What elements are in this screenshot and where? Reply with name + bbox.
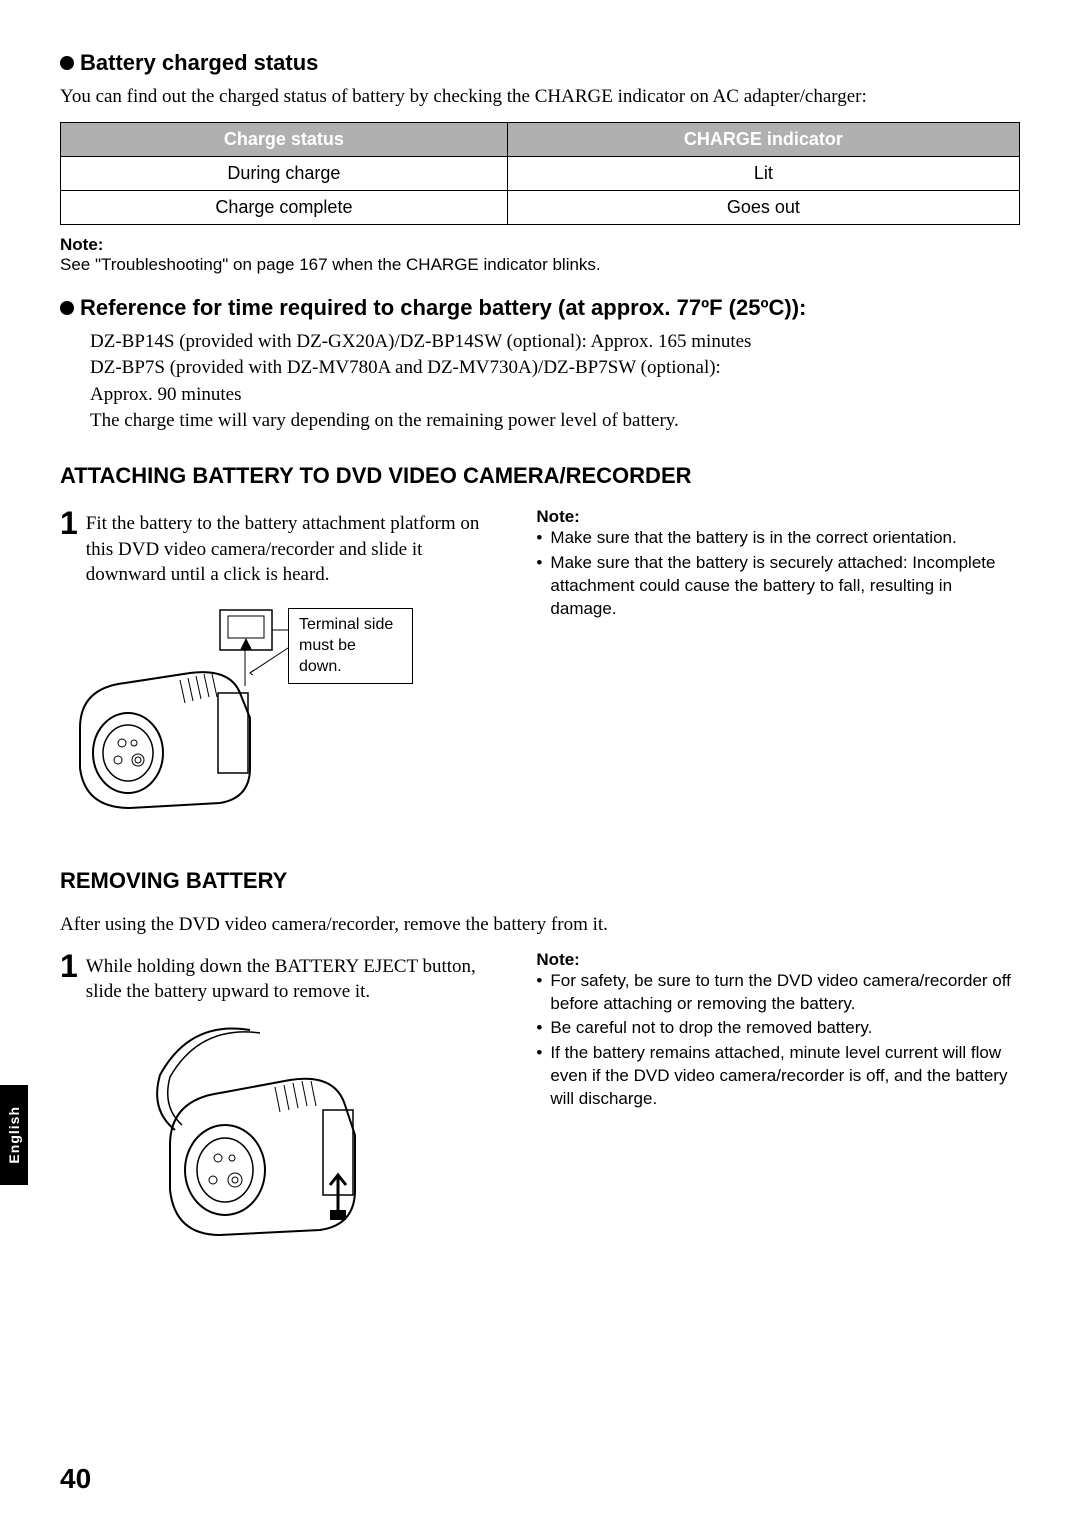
removing-section: REMOVING BATTERY After using the DVD vid… bbox=[60, 868, 1020, 1245]
step-block: 1 Fit the battery to the battery attachm… bbox=[60, 507, 506, 588]
language-tab: English bbox=[0, 1085, 28, 1185]
camera-remove-svg bbox=[130, 1015, 430, 1245]
heading-text: Battery charged status bbox=[80, 50, 318, 76]
attach-right-column: Note: Make sure that the battery is in t… bbox=[536, 507, 1020, 818]
ref-line: The charge time will vary depending on t… bbox=[90, 408, 1020, 435]
language-label: English bbox=[6, 1106, 22, 1164]
bullet-icon bbox=[60, 301, 74, 315]
remove-left-column: 1 While holding down the BATTERY EJECT b… bbox=[60, 950, 506, 1245]
table-row: Charge complete Goes out bbox=[61, 190, 1020, 224]
step-text: While holding down the BATTERY EJECT but… bbox=[86, 950, 507, 1005]
removing-heading: REMOVING BATTERY bbox=[60, 868, 1020, 894]
remove-note-list: For safety, be sure to turn the DVD vide… bbox=[536, 970, 1020, 1112]
step-number: 1 bbox=[60, 950, 78, 982]
table-cell: During charge bbox=[61, 156, 508, 190]
note-text: See "Troubleshooting" on page 167 when t… bbox=[60, 255, 601, 274]
list-item: For safety, be sure to turn the DVD vide… bbox=[536, 970, 1020, 1016]
table-header-cell: CHARGE indicator bbox=[507, 122, 1019, 156]
ref-line: Approx. 90 minutes bbox=[90, 382, 1020, 409]
table-row: During charge Lit bbox=[61, 156, 1020, 190]
step-text: Fit the battery to the battery attachmen… bbox=[86, 507, 507, 588]
callout-terminal: Terminal side must be down. bbox=[288, 608, 413, 684]
list-item: If the battery remains attached, minute … bbox=[536, 1042, 1020, 1111]
heading-text: Reference for time required to charge ba… bbox=[80, 295, 806, 321]
reference-heading: Reference for time required to charge ba… bbox=[60, 295, 1020, 321]
table-cell: Charge complete bbox=[61, 190, 508, 224]
list-item: Make sure that the battery is in the cor… bbox=[536, 527, 1020, 550]
battery-status-intro: You can find out the charged status of b… bbox=[60, 84, 1020, 110]
list-item: Be careful not to drop the removed batte… bbox=[536, 1017, 1020, 1040]
charge-status-table: Charge status CHARGE indicator During ch… bbox=[60, 122, 1020, 225]
remove-illustration bbox=[130, 1015, 506, 1245]
note-label: Note: bbox=[536, 507, 1020, 527]
step-block: 1 While holding down the BATTERY EJECT b… bbox=[60, 950, 506, 1005]
reference-body: DZ-BP14S (provided with DZ-GX20A)/DZ-BP1… bbox=[90, 329, 1020, 435]
attach-columns: 1 Fit the battery to the battery attachm… bbox=[60, 507, 1020, 818]
ref-line: DZ-BP14S (provided with DZ-GX20A)/DZ-BP1… bbox=[90, 329, 1020, 356]
attaching-heading: ATTACHING BATTERY TO DVD VIDEO CAMERA/RE… bbox=[60, 463, 1020, 489]
bullet-icon bbox=[60, 56, 74, 70]
attach-illustration: Terminal side must be down. bbox=[70, 598, 506, 818]
note-block: Note: See "Troubleshooting" on page 167 … bbox=[60, 235, 1020, 275]
battery-status-heading: Battery charged status bbox=[60, 50, 1020, 76]
table-header-cell: Charge status bbox=[61, 122, 508, 156]
table-cell: Lit bbox=[507, 156, 1019, 190]
remove-right-column: Note: For safety, be sure to turn the DV… bbox=[536, 950, 1020, 1245]
attach-left-column: 1 Fit the battery to the battery attachm… bbox=[60, 507, 506, 818]
removing-intro: After using the DVD video camera/recorde… bbox=[60, 912, 1020, 938]
attach-note-list: Make sure that the battery is in the cor… bbox=[536, 527, 1020, 621]
step-number: 1 bbox=[60, 507, 78, 539]
list-item: Make sure that the battery is securely a… bbox=[536, 552, 1020, 621]
note-label: Note: bbox=[60, 235, 103, 254]
page-number: 40 bbox=[60, 1463, 91, 1495]
table-header-row: Charge status CHARGE indicator bbox=[61, 122, 1020, 156]
ref-line: DZ-BP7S (provided with DZ-MV780A and DZ-… bbox=[90, 355, 1020, 382]
remove-columns: 1 While holding down the BATTERY EJECT b… bbox=[60, 950, 1020, 1245]
table-cell: Goes out bbox=[507, 190, 1019, 224]
note-label: Note: bbox=[536, 950, 1020, 970]
